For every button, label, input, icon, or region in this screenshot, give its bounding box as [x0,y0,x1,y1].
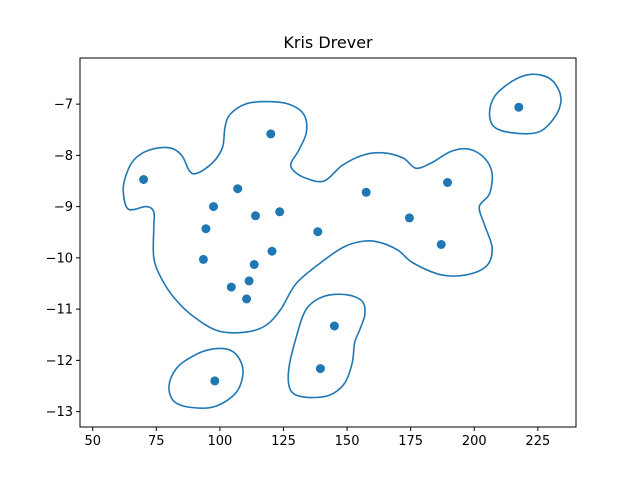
contour-line-2 [488,73,562,135]
data-point-3 [233,184,243,194]
y-tick-label: −13 [46,405,73,420]
density-contours [122,73,562,409]
data-point-7 [201,224,211,234]
y-tick-label: −9 [54,200,73,215]
x-axis: 50 75 100 125 150 175 200 225 [84,427,550,449]
data-point-14 [242,294,252,304]
y-tick-label: −12 [46,354,73,369]
data-point-5 [251,211,260,221]
x-tick-label: 50 [84,434,101,449]
y-tick-label: −10 [46,251,73,266]
x-tick-label: 200 [462,434,487,449]
data-point-22 [210,376,220,386]
data-point-4 [209,202,218,212]
plot-frame [79,57,577,428]
contour-line-4 [168,347,244,409]
data-point-2 [266,129,276,139]
data-point-6 [275,207,285,217]
data-point-12 [244,276,254,286]
data-point-17 [443,178,452,187]
x-tick-label: 150 [335,434,360,449]
data-point-20 [329,321,339,331]
contour-line-3 [287,293,366,399]
contour-line-1 [122,100,494,334]
data-point-9 [267,246,277,256]
y-tick-label: −8 [54,149,73,164]
data-point-8 [313,227,323,237]
data-point-11 [249,260,259,269]
data-point-19 [514,102,524,112]
y-tick-label: −11 [46,303,73,318]
chart-title: Kris Drever [283,33,373,52]
x-tick-label: 75 [148,434,165,449]
data-point-15 [361,187,371,197]
data-point-13 [226,282,236,292]
y-axis: −7 −8 −9 −10 −11 −12 −13 [46,98,80,420]
y-tick-label: −7 [54,98,73,113]
x-tick-label: 175 [398,434,423,449]
data-point-1 [139,175,149,184]
data-point-16 [404,213,414,223]
data-point-21 [315,364,325,374]
scatter-points [139,102,524,386]
x-tick-label: 125 [271,434,296,449]
data-point-18 [436,240,446,249]
x-tick-label: 225 [525,434,550,449]
x-tick-label: 100 [207,434,232,449]
data-point-10 [198,254,208,264]
